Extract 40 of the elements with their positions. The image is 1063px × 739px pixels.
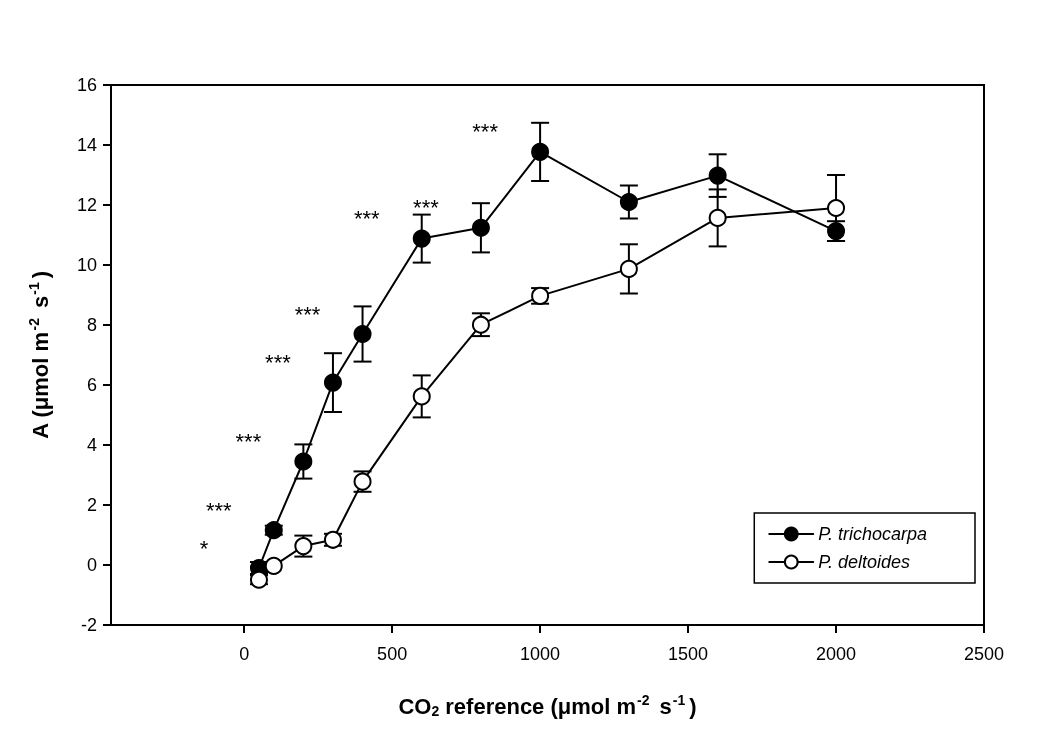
annotation: ***	[472, 119, 499, 145]
x-tick-label: 2000	[816, 644, 857, 664]
y-tick-label: 2	[86, 495, 97, 515]
point	[619, 193, 638, 211]
annotation: ***	[353, 206, 381, 232]
point	[531, 142, 550, 161]
x-tick-label: 0	[239, 644, 250, 664]
y-tick-label: 10	[76, 255, 97, 275]
x-tick-label: 2500	[963, 644, 1005, 664]
point	[708, 208, 727, 227]
legend-label: P. deltoides	[818, 552, 911, 572]
point	[471, 218, 490, 237]
y-tick-label: 8	[86, 315, 97, 335]
annotation: ***	[265, 350, 292, 376]
annotation: ***	[413, 195, 440, 221]
point	[708, 166, 727, 185]
y-tick-label: 12	[76, 195, 97, 215]
y-tick-label: -2	[80, 615, 97, 635]
point	[619, 259, 638, 278]
y-tick-label: 16	[76, 75, 97, 95]
point	[323, 373, 342, 392]
y-axis-title: A (μmol m-2 s-1)	[26, 270, 53, 439]
annotation: ***	[294, 301, 321, 327]
y-tick-label: 4	[86, 435, 97, 455]
legend-label: P. trichocarpa	[818, 524, 927, 544]
annotation: ***	[205, 497, 233, 523]
point	[264, 556, 283, 575]
y-tick-label: 0	[86, 555, 97, 575]
x-tick-label: 1000	[520, 644, 561, 664]
annotation: ***	[235, 429, 262, 454]
point	[412, 387, 431, 406]
point	[412, 229, 431, 248]
y-tick-label: 14	[76, 135, 97, 155]
x-tick-label: 1500	[668, 644, 709, 664]
y-tick-label: 6	[86, 375, 97, 395]
annotation: *	[199, 535, 209, 561]
point	[827, 199, 846, 217]
point	[353, 325, 372, 343]
point	[294, 452, 313, 471]
x-tick-label: 500	[377, 644, 408, 664]
